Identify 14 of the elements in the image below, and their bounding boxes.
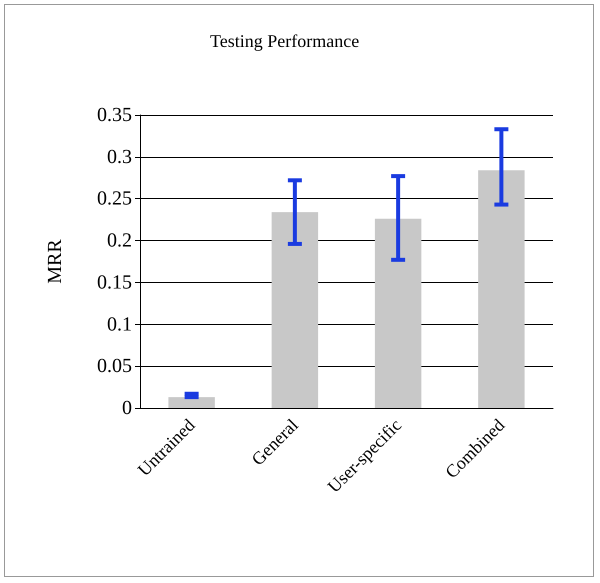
y-axis-title: MRR — [44, 238, 66, 284]
y-tick-label: 0.05 — [97, 355, 132, 378]
y-tick-label: 0.15 — [97, 271, 132, 294]
y-tick-label: 0.2 — [107, 230, 132, 252]
bar — [478, 170, 525, 408]
y-tick-label: 0 — [122, 397, 132, 419]
y-tick-label: 0.3 — [107, 146, 132, 168]
bar — [168, 397, 215, 408]
bar — [272, 212, 318, 408]
chart-title: Testing Performance — [210, 31, 360, 51]
y-tick-label: 0.1 — [107, 313, 132, 336]
bar — [374, 218, 422, 408]
y-tick-label: 0.35 — [97, 104, 132, 126]
y-tick-label: 0.25 — [97, 188, 132, 210]
